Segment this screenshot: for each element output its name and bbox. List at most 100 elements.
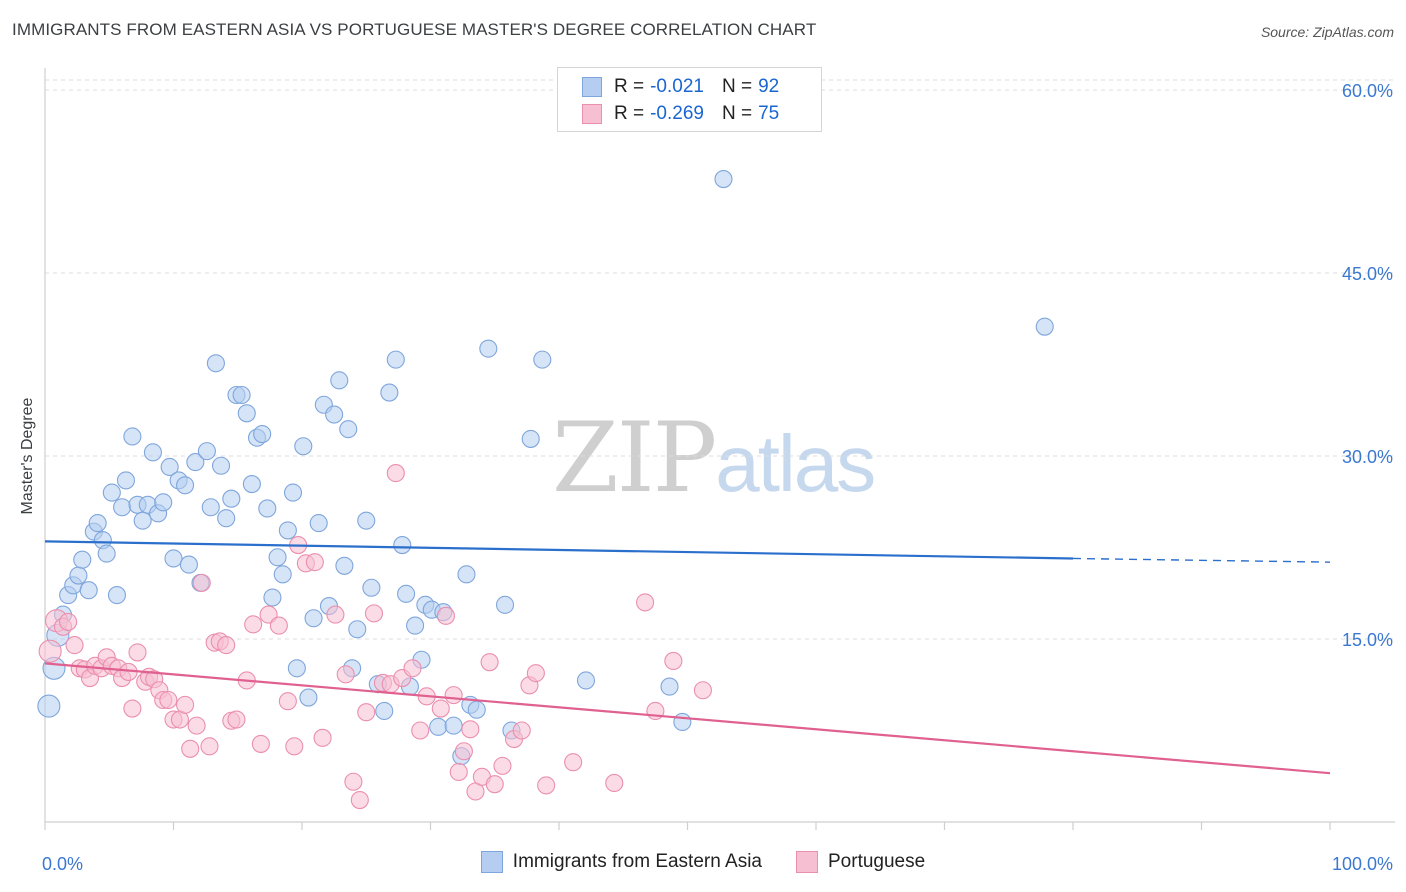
point-portuguese	[636, 593, 655, 612]
point-eastern-asia	[201, 498, 220, 517]
point-portuguese	[444, 686, 463, 705]
point-portuguese	[38, 639, 62, 663]
point-eastern-asia	[79, 581, 98, 600]
point-eastern-asia	[386, 350, 405, 369]
point-eastern-asia	[1035, 317, 1054, 336]
point-portuguese	[181, 739, 200, 758]
trend-line-portuguese	[44, 662, 1331, 775]
point-eastern-asia	[533, 350, 552, 369]
legend-r-value: -0.021	[650, 76, 704, 97]
legend-label-eastern-asia: Immigrants from Eastern Asia	[512, 851, 762, 872]
point-portuguese	[176, 695, 195, 714]
point-portuguese	[187, 716, 206, 735]
chart-title: IMMIGRANTS FROM EASTERN ASIA VS PORTUGUE…	[12, 20, 817, 39]
point-portuguese	[192, 573, 211, 592]
point-portuguese	[326, 605, 345, 624]
point-eastern-asia	[116, 471, 136, 490]
x-tick-label: 100.0%	[1332, 854, 1393, 874]
point-portuguese	[526, 664, 545, 683]
point-eastern-asia	[457, 565, 476, 584]
point-eastern-asia	[217, 509, 236, 528]
point-eastern-asia	[714, 170, 733, 189]
legend-item-portuguese: Portuguese	[796, 851, 925, 873]
point-eastern-asia	[375, 701, 394, 721]
point-eastern-asia	[467, 700, 486, 719]
point-portuguese	[364, 604, 384, 623]
series-legend: Immigrants from Eastern Asia Portuguese	[0, 851, 1406, 873]
point-eastern-asia	[495, 595, 515, 614]
watermark-zip: ZIP	[552, 402, 717, 514]
point-portuguese	[485, 775, 504, 794]
correlation-legend: R = -0.021 N = 92 R = -0.269 N = 75	[557, 67, 822, 132]
point-eastern-asia	[186, 453, 205, 472]
point-portuguese	[244, 615, 263, 634]
point-eastern-asia	[304, 609, 323, 628]
point-portuguese	[159, 690, 178, 710]
legend-swatch-pink	[796, 851, 818, 873]
legend-r-value: -0.269	[650, 103, 704, 124]
point-eastern-asia	[73, 550, 92, 569]
series-immigrants-eastern-asia	[37, 170, 1054, 766]
point-eastern-asia	[107, 586, 127, 605]
point-portuguese	[123, 699, 142, 718]
point-eastern-asia	[429, 717, 448, 736]
point-portuguese	[251, 734, 270, 753]
legend-r-label: R =	[614, 76, 645, 97]
point-eastern-asia	[299, 688, 318, 707]
point-eastern-asia	[211, 456, 231, 475]
point-portuguese	[200, 737, 219, 756]
point-portuguese	[461, 720, 480, 739]
point-portuguese	[605, 773, 624, 793]
point-eastern-asia	[348, 620, 367, 639]
legend-n-value: 75	[758, 103, 780, 124]
point-eastern-asia	[660, 677, 679, 696]
point-eastern-asia	[206, 354, 225, 373]
trend-lines	[44, 540, 1331, 775]
point-eastern-asia	[263, 588, 282, 607]
point-eastern-asia	[339, 420, 358, 439]
point-eastern-asia	[69, 566, 88, 585]
source-credit: Source: ZipAtlas.com	[1260, 24, 1394, 40]
point-eastern-asia	[294, 437, 313, 456]
point-portuguese	[336, 665, 355, 684]
point-eastern-asia	[283, 483, 303, 502]
point-portuguese	[269, 616, 288, 635]
legend-swatch-pink	[582, 104, 602, 124]
point-portuguese	[480, 653, 499, 672]
point-eastern-asia	[393, 536, 412, 555]
legend-n-value: 92	[758, 76, 780, 97]
point-eastern-asia	[357, 511, 376, 530]
point-portuguese	[436, 606, 455, 625]
point-eastern-asia	[102, 483, 121, 502]
y-tick-label: 60.0%	[1342, 81, 1393, 101]
y-tick-label: 45.0%	[1342, 264, 1393, 284]
point-eastern-asia	[97, 544, 116, 563]
point-eastern-asia	[176, 476, 195, 495]
point-eastern-asia	[242, 475, 261, 494]
y-tick-label: 30.0%	[1342, 447, 1393, 467]
point-eastern-asia	[309, 514, 328, 533]
point-eastern-asia	[113, 498, 132, 517]
tick-labels: 15.0% 30.0% 45.0% 60.0% 0.0% 100.0%	[42, 81, 1393, 874]
legend-item-eastern-asia: Immigrants from Eastern Asia	[480, 851, 762, 873]
legend-n-label: N =	[721, 103, 753, 124]
legend-row-blue: R = -0.021 N = 92	[582, 74, 779, 100]
legend-n-label: N =	[721, 76, 753, 97]
point-eastern-asia	[143, 443, 162, 462]
point-portuguese	[564, 753, 583, 772]
legend-row-pink: R = -0.269 N = 75	[582, 101, 779, 127]
point-eastern-asia	[325, 405, 344, 424]
point-eastern-asia	[179, 555, 198, 574]
point-portuguese	[305, 553, 324, 572]
point-portuguese	[693, 681, 712, 700]
point-eastern-asia	[37, 694, 61, 718]
point-eastern-asia	[154, 493, 173, 512]
point-portuguese	[664, 651, 683, 671]
point-portuguese	[227, 710, 246, 729]
point-portuguese	[278, 692, 297, 711]
point-eastern-asia	[287, 659, 306, 678]
point-eastern-asia	[479, 339, 498, 358]
point-portuguese	[454, 742, 473, 761]
point-eastern-asia	[237, 404, 256, 423]
